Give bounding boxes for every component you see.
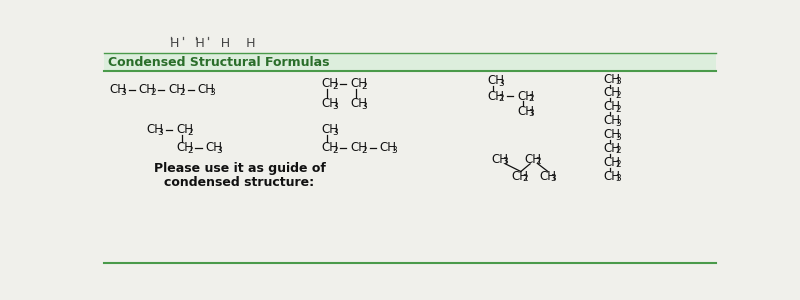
Text: CH: CH bbox=[604, 156, 621, 169]
Text: CH: CH bbox=[487, 90, 505, 103]
Text: 2: 2 bbox=[179, 88, 185, 97]
Text: CH: CH bbox=[604, 169, 621, 183]
Text: 2: 2 bbox=[187, 128, 193, 137]
Text: CH: CH bbox=[604, 142, 621, 155]
Text: 2: 2 bbox=[615, 160, 621, 169]
Text: 3: 3 bbox=[391, 146, 397, 154]
Text: 3: 3 bbox=[121, 88, 126, 97]
Text: 3: 3 bbox=[498, 79, 505, 88]
Text: CH: CH bbox=[146, 123, 163, 136]
Text: CH: CH bbox=[524, 153, 541, 166]
Text: CH: CH bbox=[321, 123, 338, 136]
Text: 2: 2 bbox=[362, 82, 367, 91]
Text: 2: 2 bbox=[615, 91, 621, 100]
Text: CH: CH bbox=[604, 100, 621, 113]
Text: CH: CH bbox=[206, 141, 222, 154]
Text: CH: CH bbox=[350, 141, 367, 154]
Text: 2: 2 bbox=[535, 157, 541, 166]
Text: CH: CH bbox=[110, 83, 126, 96]
Text: CH: CH bbox=[511, 169, 529, 183]
Text: H    H    H    H: H H H H bbox=[170, 37, 255, 50]
Text: CH: CH bbox=[380, 141, 397, 154]
Text: Condensed Structural Formulas: Condensed Structural Formulas bbox=[108, 56, 330, 69]
Text: CH: CH bbox=[604, 114, 621, 127]
Text: CH: CH bbox=[517, 90, 534, 103]
Text: CH: CH bbox=[517, 105, 534, 118]
Text: CH: CH bbox=[491, 153, 508, 166]
Text: CH: CH bbox=[350, 97, 367, 110]
Text: CH: CH bbox=[487, 74, 505, 87]
Text: 2: 2 bbox=[522, 174, 528, 183]
Text: CH: CH bbox=[176, 141, 193, 154]
Text: 3: 3 bbox=[615, 133, 621, 142]
Text: CH: CH bbox=[321, 141, 338, 154]
Text: CH: CH bbox=[604, 128, 621, 141]
Text: 2: 2 bbox=[615, 146, 621, 155]
Text: CH: CH bbox=[176, 123, 193, 136]
FancyBboxPatch shape bbox=[104, 54, 716, 70]
Text: 3: 3 bbox=[502, 157, 508, 166]
Text: 3: 3 bbox=[209, 88, 214, 97]
Text: 3: 3 bbox=[362, 102, 367, 111]
Text: 2: 2 bbox=[187, 146, 193, 154]
Text: CH: CH bbox=[604, 73, 621, 85]
Text: 2: 2 bbox=[615, 105, 621, 114]
Text: 3: 3 bbox=[528, 110, 534, 118]
Text: 3: 3 bbox=[158, 128, 163, 137]
Text: 2: 2 bbox=[528, 94, 534, 103]
Text: 3: 3 bbox=[217, 146, 222, 154]
Text: CH: CH bbox=[198, 83, 214, 96]
Text: CH: CH bbox=[321, 77, 338, 90]
Text: 2: 2 bbox=[332, 82, 338, 91]
Text: 3: 3 bbox=[615, 77, 621, 86]
Text: 3: 3 bbox=[332, 102, 338, 111]
Text: 3: 3 bbox=[332, 128, 338, 137]
Text: CH: CH bbox=[138, 83, 156, 96]
Text: 3: 3 bbox=[615, 174, 621, 183]
Text: 2: 2 bbox=[498, 94, 504, 103]
Text: 2: 2 bbox=[332, 146, 338, 154]
Text: 2: 2 bbox=[362, 146, 367, 154]
Text: CH: CH bbox=[604, 86, 621, 100]
Text: CH: CH bbox=[350, 77, 367, 90]
Text: CH: CH bbox=[321, 97, 338, 110]
Text: 2: 2 bbox=[150, 88, 156, 97]
Text: CH: CH bbox=[539, 169, 557, 183]
Text: CH: CH bbox=[168, 83, 185, 96]
Text: 3: 3 bbox=[550, 174, 557, 183]
Text: condensed structure:: condensed structure: bbox=[165, 176, 314, 189]
Text: 3: 3 bbox=[615, 119, 621, 128]
Text: Please use it as guide of: Please use it as guide of bbox=[154, 162, 326, 175]
